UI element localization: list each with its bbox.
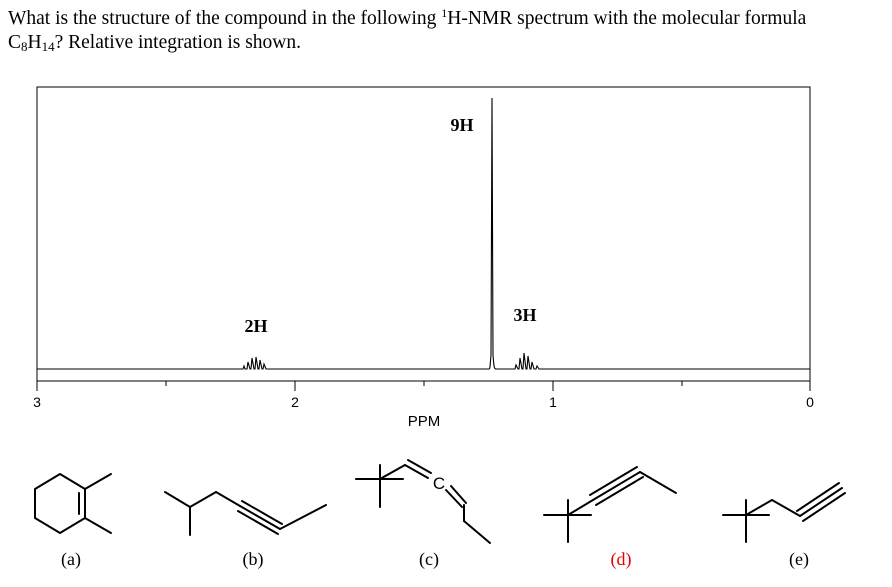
triple-bond-lower (595, 476, 644, 506)
tick-label-2: 2 (291, 394, 299, 410)
nucleus-superscript: 1 (441, 6, 448, 20)
answer-label-e: (e) (789, 549, 809, 570)
tick-label-3: 3 (33, 394, 41, 410)
triple-bond-upper (241, 500, 283, 525)
baseline (37, 97, 810, 370)
answer-label-a: (a) (61, 549, 81, 570)
ppm-axis-ticks (36, 381, 811, 391)
allene-central-carbon: C (433, 474, 445, 493)
bond-propargyl (771, 499, 801, 517)
triple-bond-center (592, 471, 641, 501)
structure-d (543, 466, 677, 543)
formula-hydrogen: H (27, 32, 42, 53)
question-line-2-end: ? Relative integration is shown. (54, 32, 302, 53)
formula-hydrogen-count: 14 (41, 39, 55, 54)
bond-ethyl-end (463, 520, 491, 544)
triple-bond-center (799, 487, 843, 517)
structure-a (34, 473, 112, 534)
answer-label-b: (b) (243, 549, 264, 570)
methyl-lower (84, 517, 112, 534)
bond-ch2 (567, 499, 594, 516)
question-line-1-end: H-NMR spectrum with the molecular formul… (447, 8, 807, 29)
triple-bond-center (239, 505, 281, 530)
question-line-1: What is the structure of the compound in… (8, 7, 886, 31)
methyl-upper (84, 473, 112, 490)
formula-carbon: C (8, 32, 22, 53)
allene-double-bond-2b (450, 485, 467, 504)
allene-double-bond-1a (404, 464, 429, 479)
bond-methyl-1 (164, 491, 191, 508)
triple-bond-upper (589, 466, 638, 496)
bond-propargyl (215, 491, 241, 507)
answer-label-c: (c) (419, 549, 439, 570)
spectrum-trace (37, 97, 810, 370)
structure-c (355, 459, 491, 544)
peak-integration-9h: 9H (450, 115, 473, 135)
peak-integration-3h: 3H (513, 305, 536, 325)
tick-label-1: 1 (549, 394, 557, 410)
structure-e (722, 482, 846, 543)
question-text: What is the structure of the compound in… (8, 7, 886, 55)
question-line-1-start: What is the structure of the compound in… (8, 8, 442, 29)
question-line-2: C8H14? Relative integration is shown. (8, 31, 886, 55)
cyclohexene-ring (34, 473, 86, 534)
triple-bond-lower (237, 510, 279, 535)
peak-integration-2h: 2H (244, 316, 267, 336)
triple-bond-upper (796, 482, 840, 512)
axis-label-ppm: PPM (408, 413, 441, 430)
formula-carbon-count: 8 (21, 39, 28, 54)
tick-label-0: 0 (806, 394, 814, 410)
triple-bond-lower (802, 492, 846, 522)
answer-label-d: (d) (611, 549, 632, 570)
allene-double-bond-1b (407, 459, 432, 474)
bond-ethyl (279, 504, 327, 530)
bond-ethyl (639, 471, 677, 494)
bond-to-allene (379, 464, 406, 480)
spectrum-frame (36, 86, 811, 382)
structure-b (164, 491, 327, 536)
bond-ch2 (745, 499, 773, 516)
allene-double-bond-2a (445, 489, 463, 508)
bond-ch2 (189, 491, 217, 508)
